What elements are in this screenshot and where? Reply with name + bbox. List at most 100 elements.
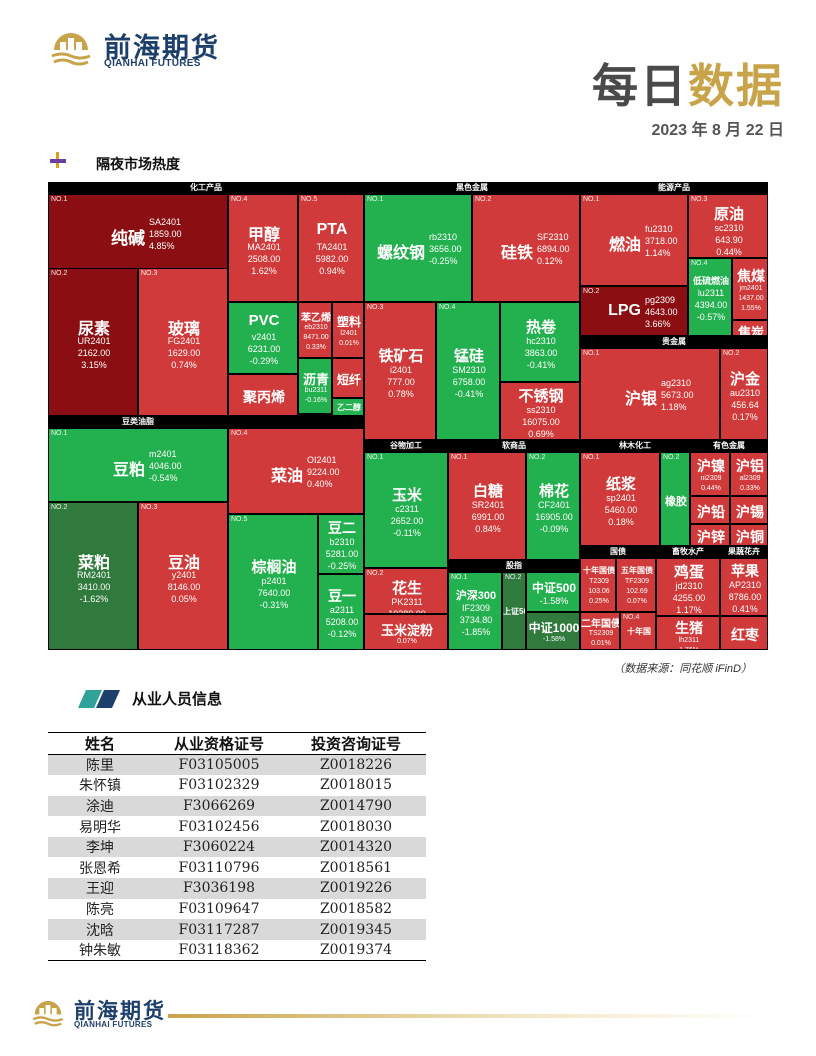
heatmap-cell: NO.2 橡胶 bbox=[660, 452, 690, 546]
heatmap-cell: 五年国债 TF2309 102.69 0.07% bbox=[616, 558, 656, 612]
cell-name: 热卷 bbox=[525, 318, 556, 336]
heatmap-cell: 不锈钢 ss2310 16075.00 0.69% bbox=[500, 382, 580, 440]
heatmap-cell: 豆二 b2310 5281.00 -0.25% bbox=[318, 514, 364, 574]
heatmap-cell: NO.2 硅铁 SF2310 6894.00 0.12% bbox=[472, 194, 580, 302]
cell-quote: au2310 456.64 0.17% bbox=[729, 387, 761, 422]
heatmap-group-label: 软商品 bbox=[448, 440, 580, 452]
cell-name: 棉花 bbox=[538, 482, 569, 500]
heatmap-cell: NO.3 铁矿石 i2401 777.00 0.78% bbox=[364, 302, 436, 440]
cell-quote: i2401 777.00 0.78% bbox=[387, 364, 415, 399]
cell-consulting: Z0019226 bbox=[286, 878, 426, 899]
cell-name: 沪锌 bbox=[697, 529, 725, 545]
cell-qualification: F03110796 bbox=[178, 859, 260, 876]
section-stripe-icon bbox=[78, 690, 120, 708]
cell-name: 陈亮 bbox=[86, 901, 114, 918]
cell-name: 甲醇 bbox=[247, 227, 280, 244]
cell-name: 不锈钢 bbox=[518, 387, 564, 405]
cell-name: 苯乙烯 bbox=[301, 313, 331, 324]
cell-name: 硅铁 bbox=[500, 245, 533, 262]
cell-name: LPG bbox=[608, 302, 641, 319]
cell-quote: CF2401 16905.00 -0.09% bbox=[535, 499, 573, 534]
footer-logo: 前海期货 QIANHAI FUTURES bbox=[30, 994, 170, 1034]
heatmap-cell: 生猪lh23111.76% bbox=[656, 616, 720, 650]
heatmap-cell: 沪铜 bbox=[730, 524, 768, 546]
cell-rank: NO.3 bbox=[367, 304, 384, 311]
heatmap-group-label: 果蔬花卉 bbox=[720, 546, 768, 558]
cell-name: 王迎 bbox=[48, 878, 152, 899]
cell-consulting: Z0014320 bbox=[286, 836, 426, 858]
cell-name: 菜粕 bbox=[77, 555, 110, 572]
cell-name: 短纤 bbox=[336, 373, 361, 387]
cell-consulting: Z0018226 bbox=[286, 754, 426, 776]
cell-rank: NO.2 bbox=[583, 288, 600, 295]
section-title-staff: 从业人员信息 bbox=[132, 691, 223, 708]
cell-name: 原油 bbox=[713, 206, 744, 223]
cell-quote: SM2310 6758.00 -0.41% bbox=[452, 364, 486, 399]
heatmap-cell: 二年国债 TS2309 0.01% bbox=[580, 612, 620, 650]
cell-rank: NO.4 bbox=[231, 430, 248, 437]
cell-quote: 0.07% bbox=[397, 637, 417, 645]
cell-name: 玻璃 bbox=[167, 321, 200, 338]
heatmap-cell: NO.2 尿素 UR2401 2162.00 3.15% bbox=[48, 268, 138, 416]
footer-divider bbox=[168, 1014, 764, 1018]
table-row: 沈晗 F03117287 Z0019345 bbox=[48, 919, 426, 940]
table-row: 朱怀镇 F03102329 Z0018015 bbox=[48, 775, 426, 796]
heatmap-cell: NO.2 LPG pg2309 4643.00 3.66% bbox=[580, 286, 688, 336]
cell-quote: ni2309 0.44% bbox=[700, 475, 722, 492]
cell-qualification: F03102456 bbox=[178, 818, 260, 835]
cell-name: 沪铅 bbox=[697, 504, 725, 520]
heatmap-cell: NO.1 燃油 fu2310 3718.00 1.14% bbox=[580, 194, 688, 286]
heatmap-cell: NO.1 白糖 SR2401 6991.00 0.84% bbox=[448, 452, 526, 560]
table-row: 易明华 F03102456 Z0018030 bbox=[48, 816, 426, 837]
heatmap-cell: PVC v2401 6231.00 -0.29% bbox=[228, 302, 298, 374]
cell-name: 菜油 bbox=[270, 468, 303, 485]
cell-consulting: Z0014790 bbox=[286, 795, 426, 817]
cell-rank: NO.1 bbox=[51, 196, 68, 203]
cell-name: 沪银 bbox=[624, 391, 657, 408]
cell-quote: lh23111.76% bbox=[678, 637, 700, 649]
cell-name: 沪镍 bbox=[697, 458, 725, 474]
heatmap-cell: NO.1 纸浆 sp2401 5460.00 0.18% bbox=[580, 452, 660, 546]
cell-rank: NO.1 bbox=[583, 196, 600, 203]
heatmap-cell: 沪锌 bbox=[690, 524, 730, 546]
market-heatmap: 化工产品 黑色金属 能源产品 豆类油脂 贵金属 谷物加工 软商品 林木化工 有色金属 股指 国债 畜牧… bbox=[48, 182, 768, 650]
cell-quote: jm2401 1437.00 1.55% bbox=[738, 285, 764, 312]
cell-quote: lu2311 4394.00 -0.57% bbox=[694, 287, 728, 322]
cell-quote: SR2401 6991.00 0.84% bbox=[471, 499, 505, 534]
table-row: 钟朱敏 F03118362 Z0019374 bbox=[48, 939, 426, 961]
cell-rank: NO.4 bbox=[439, 304, 456, 311]
header-consulting: 投资咨询证号 bbox=[286, 732, 426, 755]
cell-name: 白糖 bbox=[472, 482, 503, 500]
cell-name: 尿素 bbox=[77, 321, 110, 338]
cell-rank: NO.1 bbox=[51, 430, 68, 437]
cell-quote: TS2309 0.01% bbox=[588, 630, 614, 647]
table-row: 王迎 F3036198 Z0019226 bbox=[48, 878, 426, 899]
cell-rank: NO.2 bbox=[663, 454, 680, 461]
staff-table: 姓名 从业资格证号 投资咨询证号 陈里 F03105005 Z0018226 朱怀镇… bbox=[48, 732, 426, 961]
cell-quote: bu2311 -0.16% bbox=[304, 386, 328, 404]
cell-name: 生猪 bbox=[675, 620, 703, 636]
cell-rank: NO.3 bbox=[141, 504, 158, 511]
section-bullet-icon bbox=[50, 152, 66, 168]
heatmap-group-label: 豆类油脂 bbox=[48, 416, 228, 428]
cell-rank: NO.4 bbox=[623, 614, 640, 621]
cell-consulting: Z0018015 bbox=[319, 777, 393, 794]
heatmap-cell: NO.1 纯碱 SA2401 1859.00 4.85% bbox=[48, 194, 228, 272]
cell-quote: FG2401 1629.00 0.74% bbox=[167, 336, 201, 370]
cell-rank: NO.5 bbox=[301, 196, 318, 203]
cell-quote: eb2310 8471.00 0.33% bbox=[303, 324, 329, 351]
heatmap-cell: 鸡蛋 jd2310 4255.00 1.17% bbox=[656, 558, 720, 616]
cell-name: 焦煤 bbox=[737, 268, 765, 284]
cell-rank: NO.1 bbox=[367, 196, 384, 203]
heatmap-cell: 苯乙烯 eb2310 8471.00 0.33% bbox=[298, 302, 332, 358]
cell-qualification: F03105005 bbox=[152, 754, 286, 776]
cell-name: PTA bbox=[316, 221, 348, 238]
heatmap-cell: 短纤 bbox=[332, 358, 364, 398]
cell-name: 中证1000 bbox=[528, 621, 580, 635]
cell-name: 焦炭 bbox=[737, 325, 764, 336]
heatmap-cell: NO.2 沪金 au2310 456.64 0.17% bbox=[720, 348, 768, 440]
brand-name-cn: 前海期货 bbox=[104, 33, 220, 64]
table-row: 陈亮 F03109647 Z0018582 bbox=[48, 899, 426, 920]
cell-name: 二年国债 bbox=[581, 619, 620, 630]
